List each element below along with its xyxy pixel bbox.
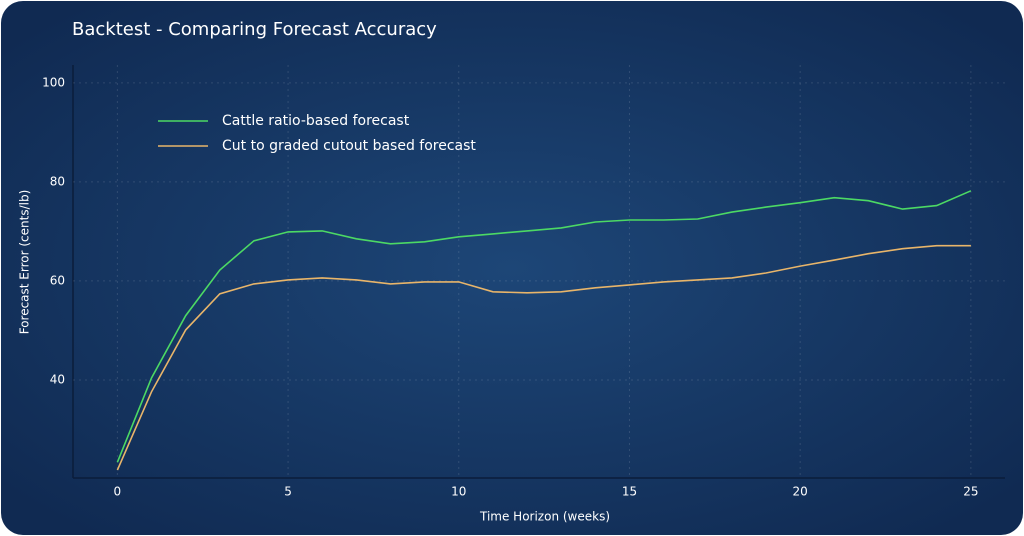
y-tick-label: 100	[42, 75, 65, 89]
legend-label: Cattle ratio-based forecast	[222, 113, 410, 129]
x-tick-label: 0	[114, 485, 122, 499]
x-axis-label: Time Horizon (weeks)	[479, 510, 610, 524]
y-tick-label: 60	[50, 273, 65, 287]
x-tick-label: 20	[793, 485, 808, 499]
x-tick-label: 25	[963, 485, 978, 499]
legend-label: Cut to graded cutout based forecast	[222, 138, 476, 154]
y-tick-label: 40	[50, 372, 65, 386]
y-tick-label: 80	[50, 174, 65, 188]
x-tick-label: 15	[622, 485, 637, 499]
series-line	[116, 190, 972, 463]
chart-title: Backtest - Comparing Forecast Accuracy	[72, 19, 437, 40]
x-tick-label: 10	[451, 485, 466, 499]
x-tick-label: 5	[284, 485, 292, 499]
y-axis-label: Forecast Error (cents/lb)	[18, 190, 32, 335]
series-line	[116, 244, 971, 471]
